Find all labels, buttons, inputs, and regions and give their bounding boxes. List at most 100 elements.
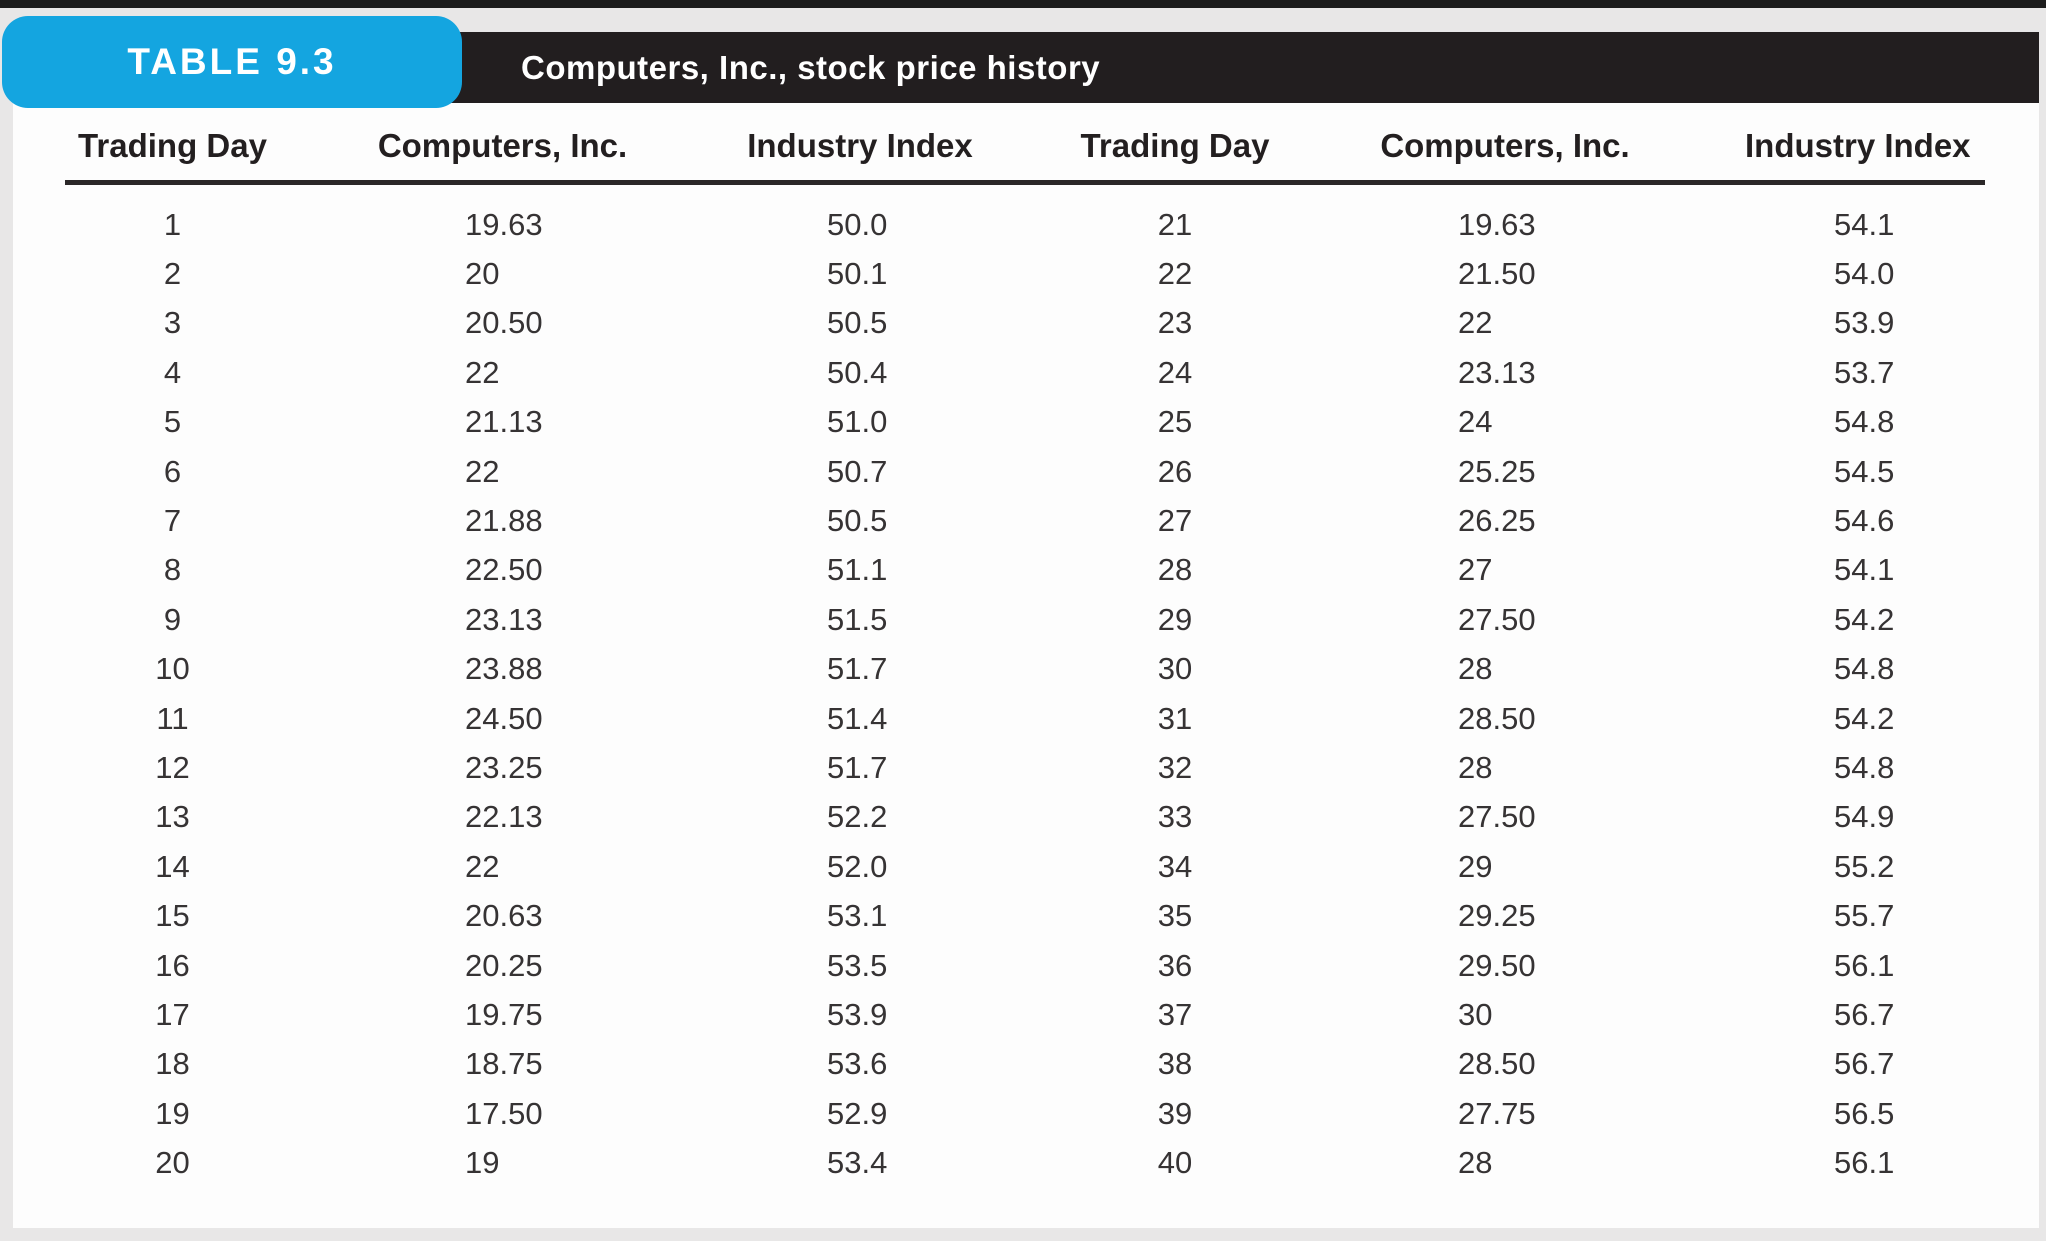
computers-price-cell: 29.25 xyxy=(1458,898,1536,934)
computers-price-cell: 21.50 xyxy=(1458,256,1536,292)
computers-price-cell: 23.13 xyxy=(1458,354,1536,390)
industry-index-cell: 54.8 xyxy=(1834,404,1895,440)
table-body: 1 19.63 50.0 21 19.63 54.1 2 20 50.1 22 21.50 54.0 3… xyxy=(65,200,1985,1188)
industry-index-cell: 53.4 xyxy=(827,1145,888,1181)
trading-day-cell: 21 xyxy=(1157,206,1193,242)
trading-day-cell: 15 xyxy=(155,898,190,934)
computers-price-cell: 22.50 xyxy=(465,552,543,588)
computers-price-cell: 22 xyxy=(1458,305,1493,341)
table-row: 12 23.25 51.7 32 28 54.8 xyxy=(65,743,1985,792)
table-row: 16 20.25 53.5 36 29.50 56.1 xyxy=(65,941,1985,990)
industry-index-cell: 52.2 xyxy=(827,799,888,835)
trading-day-cell: 24 xyxy=(1157,354,1193,390)
industry-index-cell: 54.8 xyxy=(1834,749,1895,785)
industry-index-cell: 52.9 xyxy=(827,1095,888,1131)
industry-index-cell: 56.1 xyxy=(1834,1145,1895,1181)
trading-day-cell: 32 xyxy=(1157,749,1193,785)
industry-index-cell: 50.7 xyxy=(827,453,888,489)
industry-index-cell: 50.5 xyxy=(827,305,888,341)
trading-day-cell: 33 xyxy=(1157,799,1193,835)
trading-day-cell: 7 xyxy=(163,503,182,539)
trading-day-cell: 19 xyxy=(155,1095,190,1131)
industry-index-cell: 53.7 xyxy=(1834,354,1895,390)
industry-index-cell: 54.0 xyxy=(1834,256,1895,292)
table-content: Trading Day Computers, Inc. Industry Ind… xyxy=(65,125,1985,1188)
trading-day-cell: 35 xyxy=(1157,898,1193,934)
computers-price-cell: 21.88 xyxy=(465,503,543,539)
table-number-badge: TABLE 9.3 xyxy=(2,16,462,108)
computers-price-cell: 21.13 xyxy=(465,404,543,440)
industry-index-cell: 56.7 xyxy=(1834,996,1895,1032)
trading-day-cell: 38 xyxy=(1157,1046,1193,1082)
computers-price-cell: 22 xyxy=(465,453,500,489)
computers-price-cell: 27.50 xyxy=(1458,601,1536,637)
trading-day-cell: 31 xyxy=(1157,700,1193,736)
computers-price-cell: 23.25 xyxy=(465,749,543,785)
industry-index-cell: 51.4 xyxy=(827,700,888,736)
computers-price-cell: 19 xyxy=(465,1145,500,1181)
industry-index-cell: 54.9 xyxy=(1834,799,1895,835)
industry-index-cell: 55.2 xyxy=(1834,848,1895,884)
computers-price-cell: 18.75 xyxy=(465,1046,543,1082)
table-row: 8 22.50 51.1 28 27 54.1 xyxy=(65,546,1985,595)
trading-day-cell: 4 xyxy=(163,354,182,390)
trading-day-cell: 6 xyxy=(163,453,182,489)
trading-day-cell: 14 xyxy=(155,848,190,884)
trading-day-cell: 36 xyxy=(1157,947,1193,983)
table-row: 15 20.63 53.1 35 29.25 55.7 xyxy=(65,891,1985,940)
column-header-industry-right: Industry Index xyxy=(1745,127,1971,164)
column-header-computers-right: Computers, Inc. xyxy=(1380,127,1630,164)
computers-price-cell: 20.50 xyxy=(465,305,543,341)
trading-day-cell: 23 xyxy=(1157,305,1193,341)
trading-day-cell: 18 xyxy=(155,1046,190,1082)
industry-index-cell: 53.9 xyxy=(827,996,888,1032)
computers-price-cell: 20.25 xyxy=(465,947,543,983)
computers-price-cell: 26.25 xyxy=(1458,503,1536,539)
computers-price-cell: 22.13 xyxy=(465,799,543,835)
table-row: 2 20 50.1 22 21.50 54.0 xyxy=(65,249,1985,298)
computers-price-cell: 22 xyxy=(465,354,500,390)
industry-index-cell: 51.7 xyxy=(827,651,888,687)
column-header-computers-left: Computers, Inc. xyxy=(377,127,628,164)
trading-day-cell: 13 xyxy=(155,799,190,835)
table-row: 19 17.50 52.9 39 27.75 56.5 xyxy=(65,1089,1985,1138)
trading-day-cell: 26 xyxy=(1157,453,1193,489)
computers-price-cell: 20.63 xyxy=(465,898,543,934)
table-row: 9 23.13 51.5 29 27.50 54.2 xyxy=(65,595,1985,644)
computers-price-cell: 24 xyxy=(1458,404,1493,440)
table-number-label: TABLE 9.3 xyxy=(127,41,337,82)
industry-index-cell: 53.9 xyxy=(1834,305,1895,341)
trading-day-cell: 27 xyxy=(1157,503,1193,539)
industry-index-cell: 53.6 xyxy=(827,1046,888,1082)
table-row: 4 22 50.4 24 23.13 53.7 xyxy=(65,348,1985,397)
industry-index-cell: 53.5 xyxy=(827,947,888,983)
industry-index-cell: 54.6 xyxy=(1834,503,1895,539)
computers-price-cell: 28 xyxy=(1458,1145,1493,1181)
computers-price-cell: 28.50 xyxy=(1458,700,1536,736)
trading-day-cell: 34 xyxy=(1157,848,1193,884)
column-header-trading-day-left: Trading Day xyxy=(78,127,267,164)
computers-price-cell: 29.50 xyxy=(1458,947,1536,983)
table-panel: Trading Day Computers, Inc. Industry Ind… xyxy=(13,32,2039,1228)
trading-day-cell: 29 xyxy=(1157,601,1193,637)
column-header-trading-day-right: Trading Day xyxy=(1080,127,1270,164)
table-row: 5 21.13 51.0 25 24 54.8 xyxy=(65,398,1985,447)
trading-day-cell: 39 xyxy=(1157,1095,1193,1131)
industry-index-cell: 54.2 xyxy=(1834,601,1895,637)
industry-index-cell: 56.5 xyxy=(1834,1095,1895,1131)
trading-day-cell: 12 xyxy=(155,749,190,785)
trading-day-cell: 20 xyxy=(155,1145,190,1181)
computers-price-cell: 27 xyxy=(1458,552,1493,588)
trading-day-cell: 30 xyxy=(1157,651,1193,687)
table-row: 6 22 50.7 26 25.25 54.5 xyxy=(65,447,1985,496)
top-edge-strip xyxy=(0,0,2046,8)
trading-day-cell: 3 xyxy=(163,305,182,341)
table-row: 7 21.88 50.5 27 26.25 54.6 xyxy=(65,496,1985,545)
trading-day-cell: 10 xyxy=(155,651,190,687)
trading-day-cell: 22 xyxy=(1157,256,1193,292)
computers-price-cell: 17.50 xyxy=(465,1095,543,1131)
column-header-row: Trading Day Computers, Inc. Industry Ind… xyxy=(65,125,1985,167)
trading-day-cell: 25 xyxy=(1157,404,1193,440)
trading-day-cell: 9 xyxy=(163,601,182,637)
computers-price-cell: 25.25 xyxy=(1458,453,1536,489)
